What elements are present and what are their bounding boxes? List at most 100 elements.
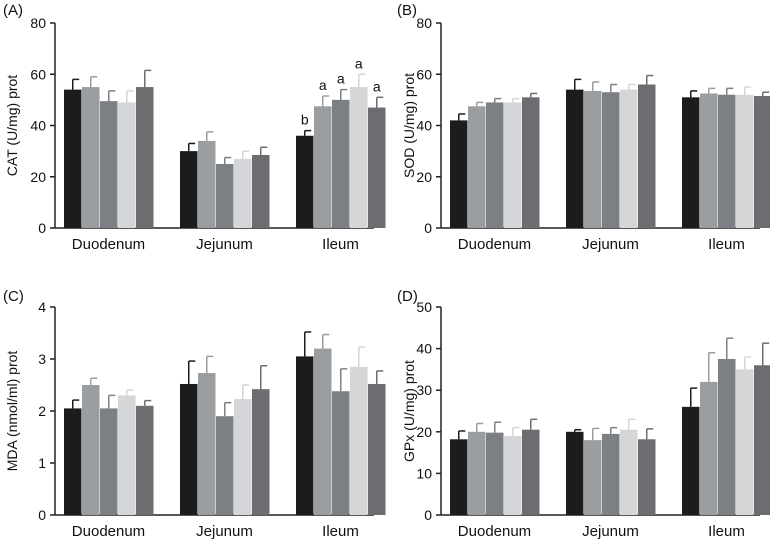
bar xyxy=(620,429,638,515)
y-tick-label: 0 xyxy=(424,220,432,236)
chart-panel-4: (D) GPx (U/mg) prot 0 10 20 30 40 50 Duodenum Jej… xyxy=(397,288,770,539)
x-category-label: Jejunum xyxy=(196,236,253,253)
x-category-label: Duodenum xyxy=(72,236,145,253)
panel-label: (A) xyxy=(3,2,23,19)
bar xyxy=(216,163,234,228)
bar xyxy=(136,87,154,228)
bar xyxy=(602,433,620,515)
y-tick-label: 30 xyxy=(416,382,432,398)
bar xyxy=(638,84,656,228)
chart-panel-1: (A) CAT (U/mg) prot 0 20 40 60 80 Duodenum Jejun… xyxy=(3,2,386,253)
y-tick-label: 3 xyxy=(38,351,46,367)
bar xyxy=(450,439,468,515)
bar xyxy=(296,135,314,228)
bar xyxy=(82,385,100,515)
y-tick-label: 20 xyxy=(30,169,46,185)
bar xyxy=(736,94,754,228)
bar xyxy=(198,373,216,515)
bar xyxy=(216,416,234,515)
bar xyxy=(350,366,368,515)
y-axis-label: CAT (U/mg) prot xyxy=(4,75,20,176)
y-tick-label: 80 xyxy=(416,15,432,31)
bar xyxy=(332,391,350,515)
x-category-label: Duodenum xyxy=(72,523,145,539)
x-category-label: Ileum xyxy=(322,236,359,253)
x-category-label: Jejunum xyxy=(582,236,639,253)
y-tick-label: 40 xyxy=(416,341,432,357)
y-tick-label: 80 xyxy=(30,15,46,31)
bar xyxy=(100,408,118,515)
y-axis-label: SOD (U/mg) prot xyxy=(401,73,417,178)
x-category-label: Ileum xyxy=(708,236,745,253)
bar xyxy=(180,383,198,515)
bar xyxy=(700,93,718,228)
bar xyxy=(504,102,522,228)
bar xyxy=(82,87,100,228)
bar xyxy=(314,106,332,228)
bar xyxy=(118,102,136,228)
bar xyxy=(584,440,602,515)
bar xyxy=(64,408,82,515)
y-tick-label: 0 xyxy=(38,507,46,523)
y-axis-label: MDA (nmol/ml) prot xyxy=(4,351,20,472)
bar xyxy=(486,102,504,228)
x-category-label: Duodenum xyxy=(458,236,531,253)
bar xyxy=(718,94,736,228)
bar xyxy=(368,383,386,515)
chart-panel-3: (C) MDA (nmol/ml) prot 0 1 2 3 4 Duodenum Jejunu… xyxy=(3,288,386,539)
bar xyxy=(504,435,522,515)
y-tick-label: 0 xyxy=(424,507,432,523)
significance-label: a xyxy=(337,71,345,87)
bar xyxy=(234,158,252,228)
x-category-label: Duodenum xyxy=(458,523,531,539)
bar xyxy=(450,120,468,228)
bar xyxy=(136,405,154,515)
significance-label: a xyxy=(373,78,381,94)
x-category-label: Ileum xyxy=(322,523,359,539)
bar xyxy=(368,107,386,228)
bar xyxy=(602,92,620,228)
bar xyxy=(468,431,486,515)
y-tick-label: 0 xyxy=(38,220,46,236)
y-tick-label: 20 xyxy=(416,424,432,440)
bar xyxy=(736,369,754,515)
significance-label: a xyxy=(319,77,327,93)
bar xyxy=(566,431,584,515)
bar xyxy=(754,96,770,228)
y-tick-label: 40 xyxy=(416,118,432,134)
y-tick-label: 50 xyxy=(416,299,432,315)
y-tick-label: 2 xyxy=(38,403,46,419)
y-tick-label: 40 xyxy=(30,118,46,134)
panel-label: (C) xyxy=(3,288,24,305)
bar xyxy=(252,154,270,228)
y-tick-label: 1 xyxy=(38,455,46,471)
x-category-label: Ileum xyxy=(708,523,745,539)
panel-label: (B) xyxy=(397,2,417,19)
bar xyxy=(118,395,136,515)
bar xyxy=(638,439,656,515)
y-tick-label: 4 xyxy=(38,299,46,315)
bar xyxy=(682,406,700,515)
bar xyxy=(754,365,770,515)
bar xyxy=(522,429,540,515)
y-tick-label: 20 xyxy=(416,169,432,185)
bar xyxy=(180,151,198,228)
bar xyxy=(700,381,718,515)
bar xyxy=(486,432,504,515)
bar xyxy=(314,348,332,515)
y-axis-label: GPx (U/mg) prot xyxy=(401,360,417,462)
bar xyxy=(468,106,486,228)
bar xyxy=(296,356,314,515)
x-category-label: Jejunum xyxy=(196,523,253,539)
significance-label: b xyxy=(301,112,309,128)
bar xyxy=(718,359,736,515)
bar xyxy=(252,389,270,515)
bar xyxy=(64,89,82,228)
bar xyxy=(584,90,602,228)
bar xyxy=(350,87,368,228)
bar xyxy=(682,97,700,228)
x-category-label: Jejunum xyxy=(582,523,639,539)
bar xyxy=(522,97,540,228)
bar xyxy=(234,399,252,515)
